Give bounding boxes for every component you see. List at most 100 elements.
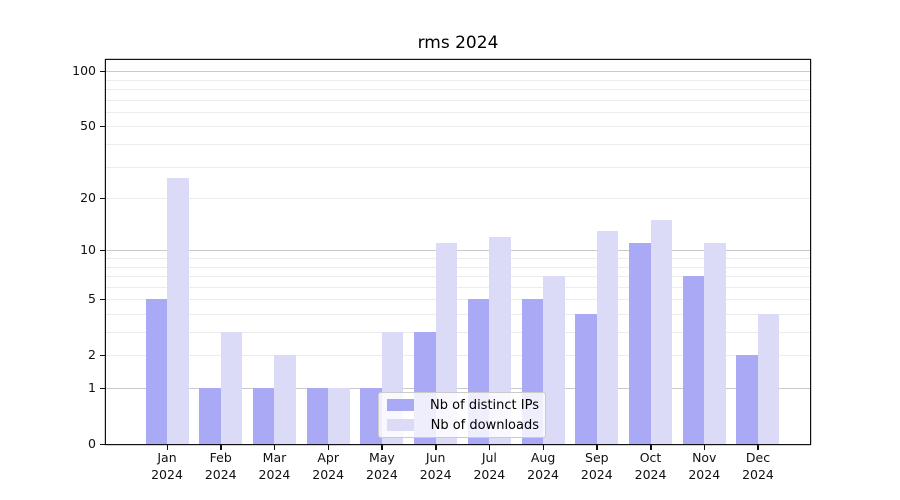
x-tick-label-aug: Aug 2024 [514,450,572,483]
x-tick-year: 2024 [634,466,667,482]
legend-swatch-downloads [387,419,414,431]
x-tick-label-jul: Jul 2024 [460,450,518,483]
y-tick-mark-1 [100,387,106,389]
y-tick-mark-50 [100,125,106,128]
x-tick-label-sep: Sep 2024 [568,450,626,483]
x-tick-mark-jul [488,445,491,450]
x-tick-year: 2024 [742,466,774,482]
x-tick-year: 2024 [580,466,613,482]
x-tick-month: Mar [262,450,287,465]
legend-label-downloads: Nb of downloads [430,417,539,433]
y-tick-label-2: 2 [88,347,96,363]
bar-distinct-ips-dec [736,355,758,444]
x-tick-year: 2024 [204,466,237,482]
x-tick-month: Dec [745,450,771,465]
x-tick-mark-sep [596,445,598,450]
bar-distinct-ips-feb [199,388,221,444]
gridline-major-y100 [106,71,810,73]
x-tick-year: 2024 [688,466,721,482]
bar-downloads-feb [220,332,243,444]
bar-downloads-oct [650,220,673,444]
gridline-major-y10 [106,250,810,252]
x-tick-mark-apr [327,445,330,450]
gridline-minor-y50 [106,126,810,128]
x-tick-year: 2024 [258,466,291,482]
x-tick-mark-jun [435,445,437,450]
x-tick-mark-mar [273,445,276,450]
x-tick-month: Jun [425,450,446,465]
x-tick-label-jun: Jun 2024 [407,450,465,483]
bar-downloads-aug [543,276,565,444]
legend-label-ips: Nb of distinct IPs [430,397,539,413]
x-tick-mark-nov [703,445,706,450]
x-tick-label-dec: Dec 2024 [729,450,787,483]
x-tick-month: Jan [157,450,177,465]
bar-distinct-ips-sep [575,313,597,444]
gridline-minor-y30 [106,166,810,168]
bar-distinct-ips-nov [682,276,705,444]
legend-item-downloads: Nb of downloads [385,418,539,433]
x-tick-mark-jan [166,445,168,450]
x-tick-year: 2024 [312,466,345,482]
x-tick-mark-aug [542,445,545,450]
x-tick-month: Nov [692,450,717,465]
gridline-minor-y3 [106,332,810,334]
x-tick-month: Aug [530,450,556,465]
gridline-minor-y80 [106,89,810,91]
gridline-minor-y7 [106,276,810,278]
bar-distinct-ips-mar [252,388,275,444]
y-tick-mark-100 [100,70,106,73]
x-tick-year: 2024 [151,466,183,482]
gridline-minor-y9 [106,258,810,259]
x-tick-mark-feb [220,445,222,450]
gridline-minor-y5 [106,299,810,301]
x-tick-month: May [368,450,395,465]
bar-downloads-dec [757,313,780,444]
gridline-minor-y70 [106,99,810,101]
y-tick-mark-10 [100,249,106,252]
gridline-minor-y4 [106,313,810,315]
gridline-minor-y6 [106,286,810,288]
bar-downloads-nov [704,243,726,444]
x-tick-year: 2024 [419,466,452,482]
x-tick-month: Oct [639,450,662,465]
y-tick-label-100: 100 [72,63,96,79]
gridline-minor-y90 [106,79,810,81]
y-tick-label-0: 0 [88,436,96,451]
y-tick-label-1: 1 [88,380,96,395]
bar-downloads-sep [596,230,619,444]
x-tick-label-mar: Mar 2024 [245,450,303,483]
x-tick-mark-may [381,445,383,450]
gridline-minor-y60 [106,111,810,113]
x-tick-label-may: May 2024 [353,450,411,483]
x-tick-year: 2024 [527,466,559,482]
gridline-minor-y2 [106,355,810,357]
y-tick-mark-2 [100,354,106,357]
gridline-minor-y8 [106,266,810,268]
x-tick-label-jan: Jan 2024 [138,450,196,483]
legend-item-distinct-ips: Nb of distinct IPs [385,398,539,413]
y-tick-mark-20 [100,197,106,200]
x-tick-month: Sep [585,450,609,465]
gridline-minor-y20 [106,198,810,200]
x-tick-month: Jul [481,450,497,465]
y-tick-label-10: 10 [80,242,96,258]
y-tick-label-20: 20 [80,190,96,206]
chart-title: rms 2024 [417,33,499,53]
x-tick-year: 2024 [473,466,506,482]
y-tick-mark-5 [100,298,106,301]
y-tick-mark-0 [100,443,106,445]
gridline-minor-y40 [106,144,810,146]
y-tick-label-5: 5 [88,291,96,307]
x-tick-label-apr: Apr 2024 [299,450,357,483]
bar-downloads-jan [167,177,189,444]
gridline-major-y1 [106,388,810,389]
bar-distinct-ips-may [360,388,382,444]
bar-downloads-apr [328,388,350,444]
legend: Nb of distinct IPs Nb of downloads [378,392,546,438]
bar-distinct-ips-oct [629,243,651,444]
x-tick-label-feb: Feb 2024 [192,450,250,483]
y-tick-label-50: 50 [80,118,96,134]
x-tick-month: Feb [209,450,232,465]
x-tick-mark-oct [650,445,652,450]
